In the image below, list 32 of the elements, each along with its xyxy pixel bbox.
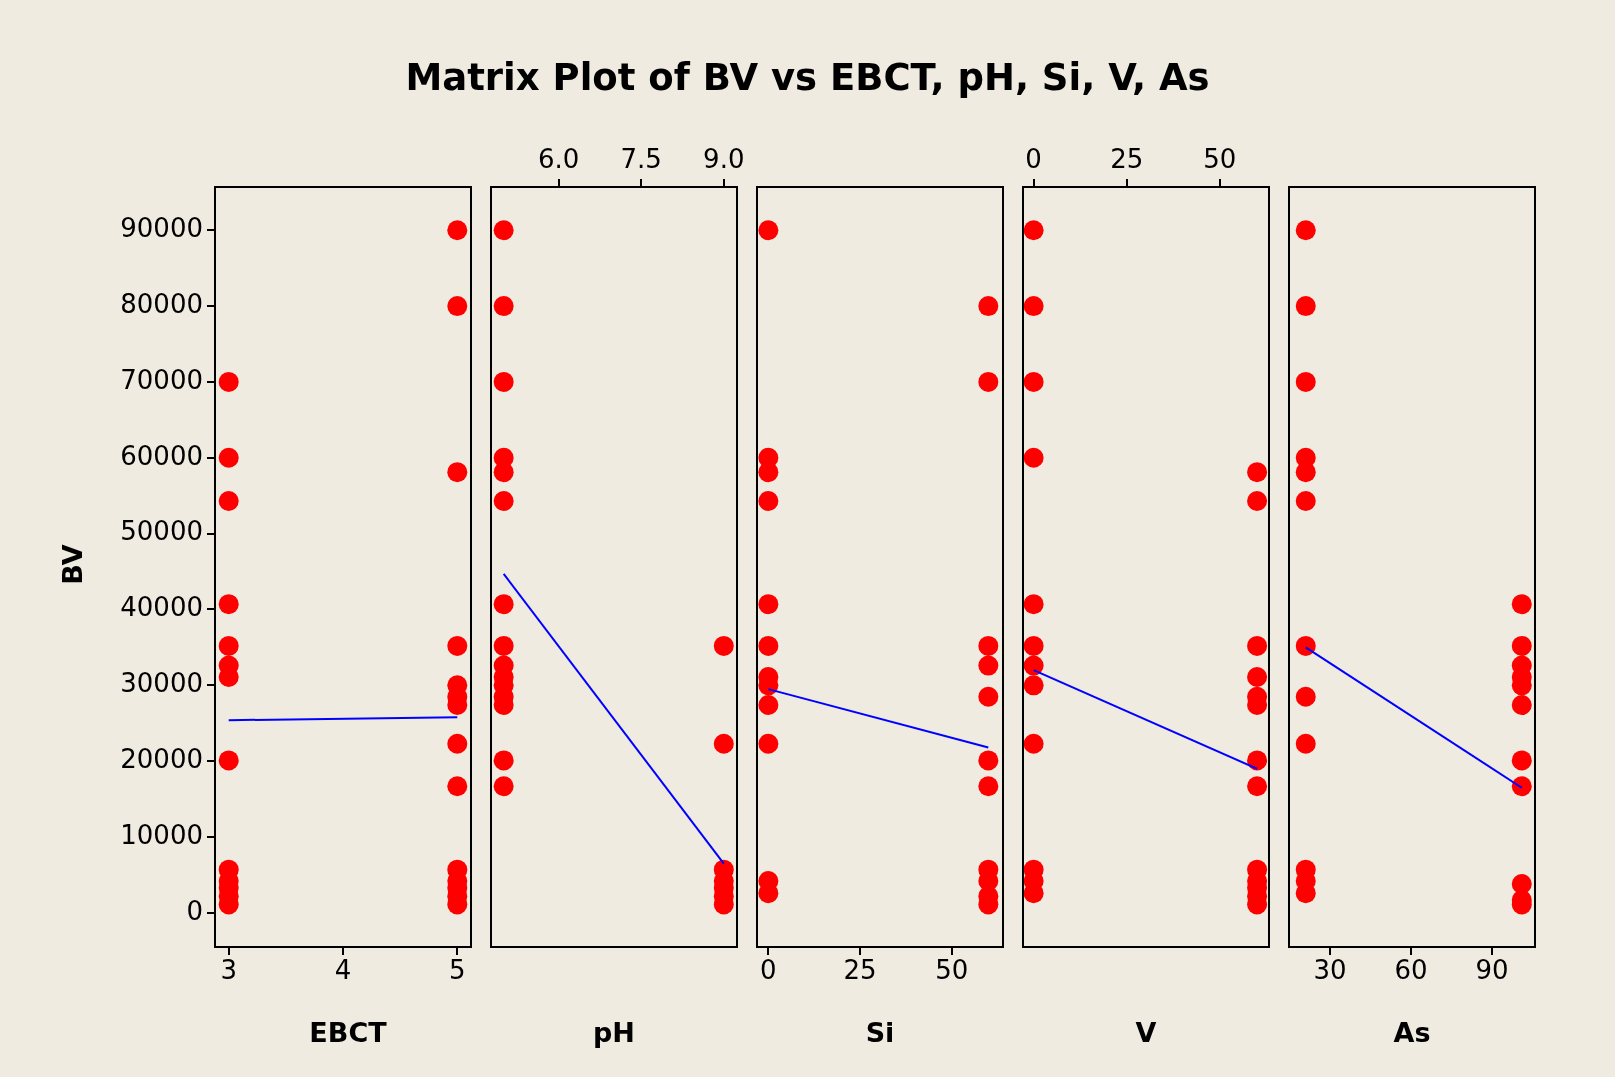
x-tick-label: 7.5 — [620, 144, 662, 175]
x-tick-label: 4 — [334, 955, 352, 986]
x-tick-label: 9.0 — [703, 144, 745, 175]
x-tick-label: 60 — [1394, 955, 1428, 986]
y-tick-label: 50000 — [120, 516, 203, 547]
x-tick-label: 5 — [449, 955, 466, 986]
x-axis-title: Si — [864, 1017, 896, 1048]
x-axis-title: pH — [592, 1017, 636, 1048]
text: Matrix Plot of BV vs EBCT, pH, Si, V, As — [404, 56, 1211, 99]
x-tick-label: 90 — [1475, 955, 1509, 986]
y-tick-label: 30000 — [120, 668, 203, 699]
y-tick-label: 70000 — [120, 364, 203, 395]
x-tick-label: 25 — [843, 955, 877, 986]
x-tick-label: 50 — [935, 955, 969, 986]
x-axis-title: V — [1134, 1017, 1158, 1048]
y-tick-label: 80000 — [120, 288, 203, 319]
x-axis-title: EBCT — [308, 1017, 388, 1048]
x-axis-title: As — [1392, 1017, 1432, 1048]
x-tick-label: 6.0 — [538, 144, 580, 175]
x-tick-label: 50 — [1203, 144, 1237, 175]
x-tick-label: 25 — [1110, 144, 1144, 175]
y-tick-label: 0 — [186, 895, 203, 926]
y-tick-label: 20000 — [120, 743, 203, 774]
x-tick-label: 3 — [220, 955, 237, 986]
x-tick-label: 30 — [1313, 955, 1347, 986]
y-tick-label: 40000 — [120, 592, 203, 623]
y-tick-label: 60000 — [120, 440, 203, 471]
y-tick-label: 10000 — [120, 819, 203, 850]
y-axis-title: BV — [56, 544, 88, 585]
x-tick-label: 0 — [1025, 144, 1042, 175]
x-tick-label: 0 — [760, 955, 777, 986]
y-tick-label: 90000 — [120, 212, 203, 243]
